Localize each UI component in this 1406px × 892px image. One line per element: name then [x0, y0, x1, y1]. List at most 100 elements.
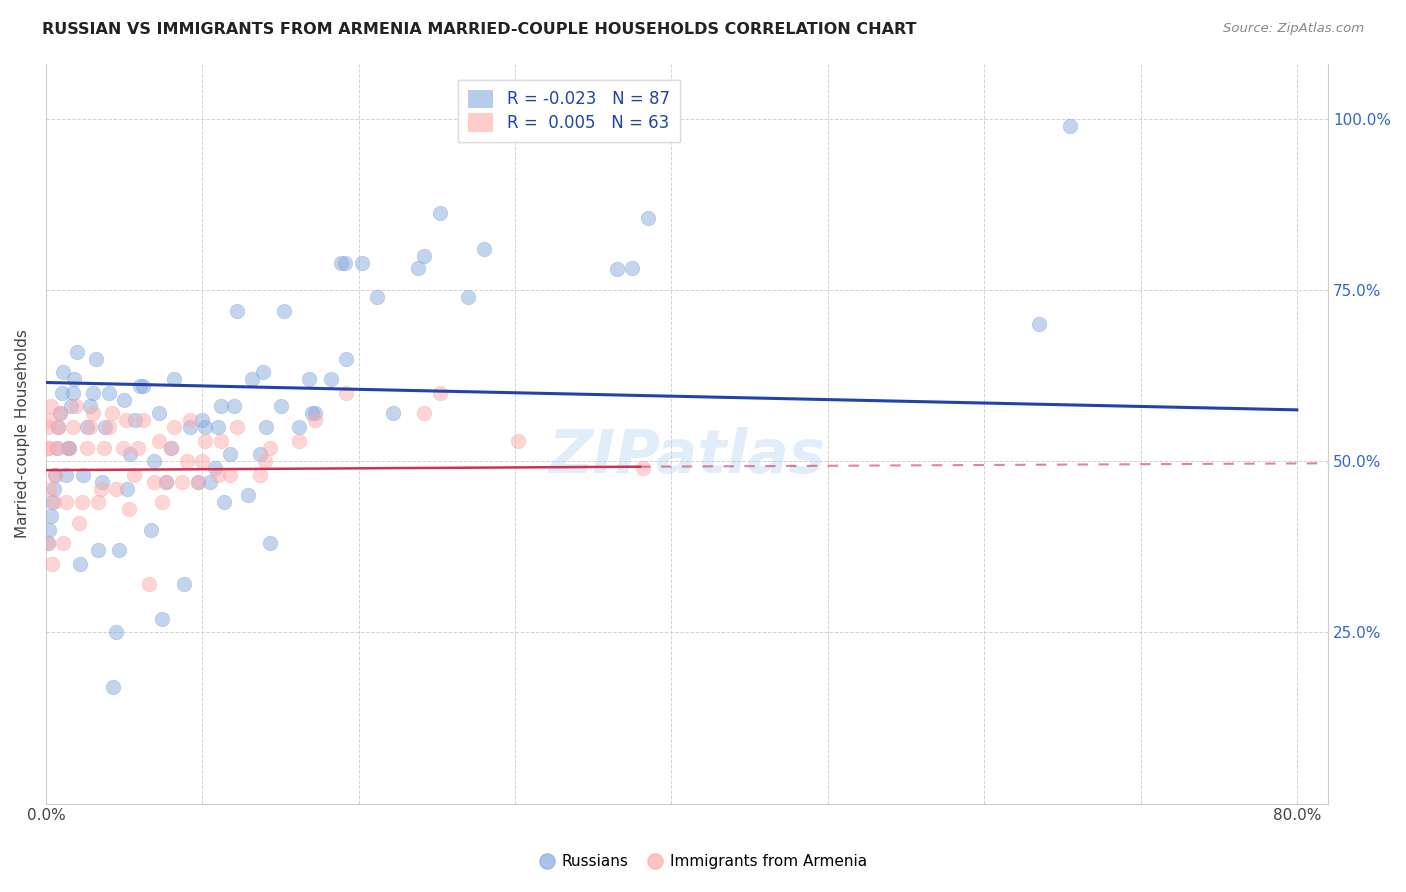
Point: [84, 351, 107, 366]
Point: [163, 372, 186, 386]
Point: [301, 406, 323, 420]
Point: [236, 488, 259, 502]
Point: [38, 482, 60, 496]
Point: [319, 372, 342, 386]
Point: [44, 467, 66, 482]
Point: [187, 475, 209, 489]
Point: [79, 400, 101, 414]
Point: [249, 467, 271, 482]
Point: [86, 495, 108, 509]
Point: [72, 467, 94, 482]
Point: [148, 434, 170, 448]
Point: [240, 372, 263, 386]
Point: [366, 290, 388, 304]
Point: [76, 420, 98, 434]
Point: [382, 406, 405, 420]
Point: [105, 482, 128, 496]
Point: [114, 413, 136, 427]
Text: ZIPatlas: ZIPatlas: [548, 426, 825, 485]
Legend: Russians, Immigrants from Armenia: Russians, Immigrants from Armenia: [533, 848, 873, 875]
Point: [298, 372, 321, 386]
Point: [204, 461, 226, 475]
Point: [472, 242, 495, 256]
Point: [62, 420, 84, 434]
Point: [304, 413, 326, 427]
Point: [49, 406, 72, 420]
Point: [457, 290, 479, 304]
Point: [70, 495, 93, 509]
Point: [79, 420, 101, 434]
Point: [58, 441, 80, 455]
Point: [222, 400, 245, 414]
Point: [508, 434, 530, 448]
Point: [335, 351, 357, 366]
Point: [429, 385, 451, 400]
Point: [118, 502, 141, 516]
Point: [128, 379, 150, 393]
Point: [1059, 119, 1081, 133]
Point: [37, 536, 59, 550]
Point: [150, 612, 173, 626]
Point: [637, 211, 659, 226]
Point: [621, 261, 644, 276]
Point: [37, 420, 59, 434]
Point: [39, 508, 62, 523]
Point: [42, 495, 65, 509]
Point: [249, 447, 271, 461]
Point: [112, 392, 135, 407]
Point: [219, 467, 242, 482]
Point: [48, 420, 70, 434]
Point: [86, 543, 108, 558]
Point: [100, 406, 122, 420]
Point: [94, 420, 117, 434]
Point: [179, 420, 201, 434]
Point: [413, 249, 436, 263]
Point: [65, 400, 87, 414]
Point: [429, 206, 451, 220]
Point: [212, 495, 235, 509]
Point: [93, 441, 115, 455]
Point: [288, 434, 311, 448]
Point: [160, 441, 183, 455]
Point: [606, 262, 628, 277]
Point: [259, 536, 281, 550]
Point: [207, 467, 229, 482]
Point: [179, 413, 201, 427]
Point: [150, 495, 173, 509]
Point: [330, 255, 353, 269]
Point: [91, 475, 114, 489]
Point: [406, 261, 429, 276]
Point: [304, 406, 326, 420]
Point: [198, 475, 221, 489]
Point: [66, 344, 89, 359]
Point: [48, 420, 70, 434]
Point: [59, 400, 82, 414]
Y-axis label: Married-couple Households: Married-couple Households: [15, 329, 30, 538]
Point: [219, 447, 242, 461]
Point: [191, 413, 214, 427]
Point: [56, 441, 79, 455]
Point: [142, 475, 165, 489]
Point: [52, 365, 75, 379]
Point: [209, 400, 232, 414]
Point: [117, 482, 139, 496]
Point: [49, 406, 72, 420]
Point: [259, 441, 281, 455]
Point: [37, 441, 59, 455]
Point: [41, 495, 63, 509]
Point: [55, 467, 77, 482]
Point: [38, 413, 60, 427]
Point: [124, 413, 146, 427]
Point: [82, 406, 104, 420]
Point: [194, 434, 217, 448]
Point: [333, 255, 356, 269]
Point: [42, 482, 65, 496]
Point: [173, 577, 195, 591]
Point: [155, 475, 177, 489]
Point: [132, 413, 155, 427]
Point: [256, 420, 278, 434]
Point: [163, 420, 186, 434]
Point: [41, 557, 63, 571]
Text: RUSSIAN VS IMMIGRANTS FROM ARMENIA MARRIED-COUPLE HOUSEHOLDS CORRELATION CHART: RUSSIAN VS IMMIGRANTS FROM ARMENIA MARRI…: [42, 22, 917, 37]
Point: [187, 475, 209, 489]
